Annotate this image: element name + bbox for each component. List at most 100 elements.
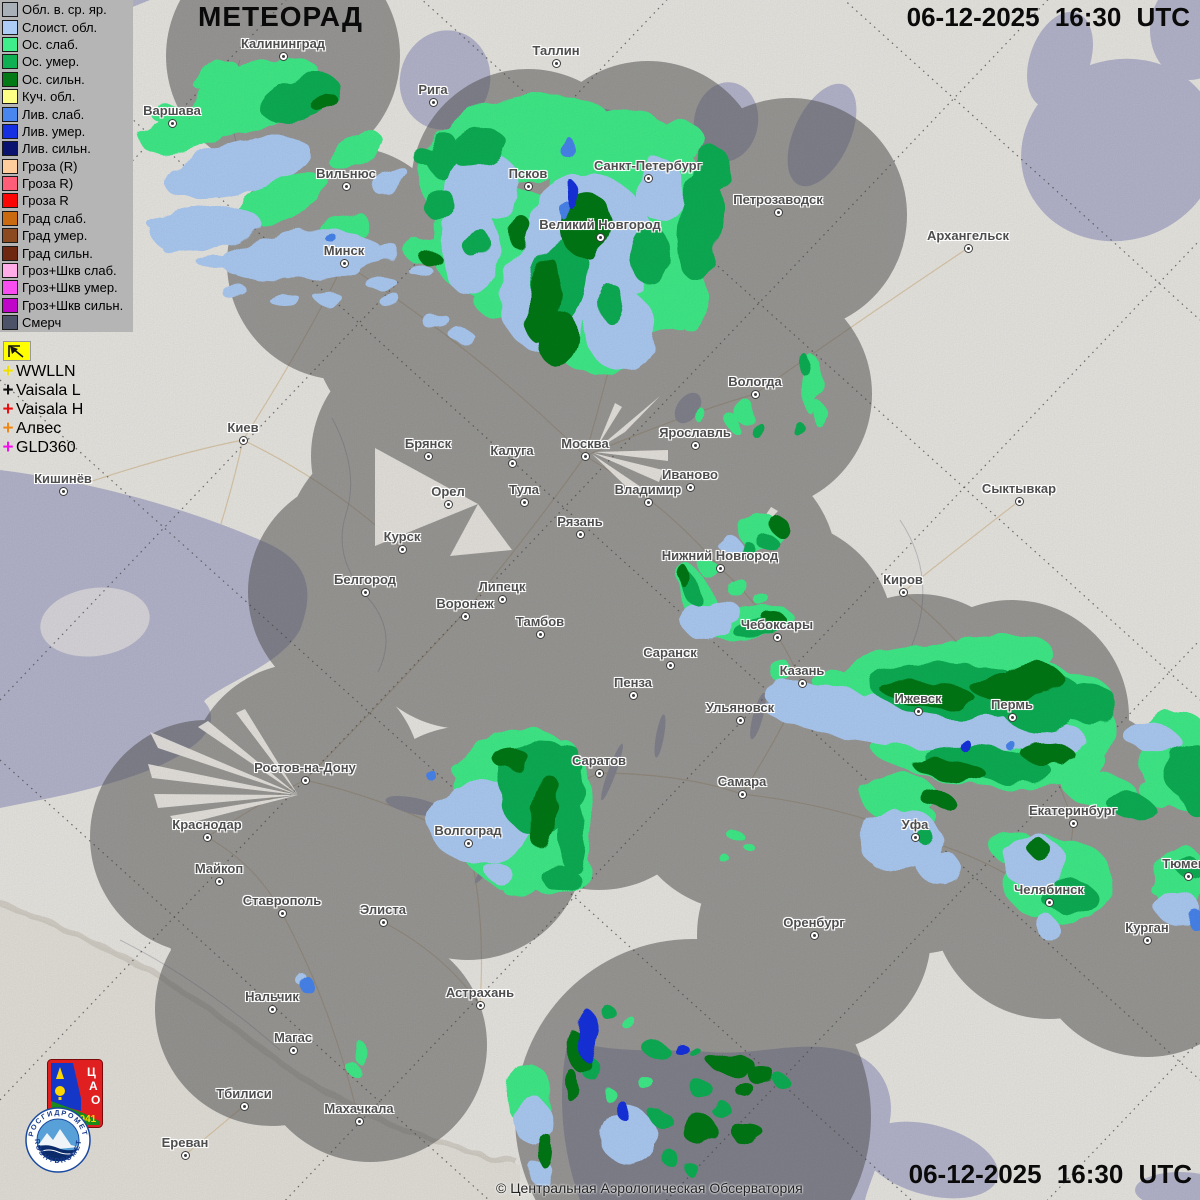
legend-swatch — [2, 210, 18, 226]
city-dot-icon — [665, 660, 675, 670]
legend-item: Град умер. — [0, 227, 133, 244]
legend-label: Ос. умер. — [22, 54, 80, 70]
city-label: Москва — [561, 436, 609, 451]
city-dot-icon — [551, 58, 561, 68]
legend-swatch — [2, 106, 18, 122]
legend-label: Гроз+Шкв слаб. — [22, 263, 117, 279]
legend-label: Гроза R — [22, 193, 69, 209]
city-label: Курск — [383, 529, 421, 544]
city-dot-icon — [715, 563, 725, 573]
city-label: Махачкала — [324, 1101, 394, 1116]
legend-label: Град умер. — [22, 228, 88, 244]
city-label: Тамбов — [515, 614, 565, 629]
city-dot-icon — [267, 1004, 277, 1014]
legend-item: Смерч — [0, 314, 133, 331]
city-dot-icon — [535, 629, 545, 639]
city-label: Рязань — [557, 514, 603, 529]
svg-text:1941: 1941 — [74, 1114, 97, 1125]
city-dot-icon — [595, 232, 605, 242]
legend-label: Гроза R) — [22, 176, 74, 192]
legend-swatch — [2, 176, 18, 192]
legend-label: Лив. слаб. — [22, 106, 85, 122]
city-dot-icon — [354, 1116, 364, 1126]
city-label: Ставрополь — [242, 893, 322, 908]
legend-item: Гроз+Шкв умер. — [0, 279, 133, 296]
city-dot-icon — [580, 451, 590, 461]
city-dot-icon — [202, 832, 212, 842]
city-label: Калининград — [240, 36, 326, 51]
attribution: © Центральная Аэрологическая Обсерватори… — [496, 1180, 803, 1196]
city-dot-icon — [772, 632, 782, 642]
city-dot-icon — [1068, 818, 1078, 828]
city-dot-icon — [288, 1045, 298, 1055]
legend-label: Град слаб. — [22, 210, 87, 226]
city-dot-icon — [58, 486, 68, 496]
city-dot-icon — [300, 775, 310, 785]
legend-swatch — [2, 158, 18, 174]
city-dot-icon — [397, 544, 407, 554]
city-label: Киров — [883, 572, 923, 587]
legend-swatch — [2, 36, 18, 52]
lightning-cross-icon: + — [2, 436, 14, 458]
city-label: Киев — [227, 420, 259, 435]
legend-item: Обл. в. ср. яр. — [0, 1, 133, 18]
svg-text:Ц: Ц — [87, 1065, 96, 1079]
city-label: Брянск — [404, 436, 452, 451]
city-label: Калуга — [490, 443, 534, 458]
city-dot-icon — [1183, 871, 1193, 881]
city-dot-icon — [797, 678, 807, 688]
city-label: Нижний Новгород — [661, 548, 779, 563]
lightning-cross-icon: + — [2, 398, 14, 420]
legend-label: Лив. сильн. — [22, 141, 91, 157]
city-label: Астрахань — [445, 985, 515, 1000]
city-dot-icon — [594, 768, 604, 778]
city-dot-icon — [423, 451, 433, 461]
city-label: Ижевск — [894, 691, 942, 706]
city-dot-icon — [428, 97, 438, 107]
city-dot-icon — [475, 1000, 485, 1010]
city-label: Тула — [509, 482, 539, 497]
city-label: Ульяновск — [705, 700, 775, 715]
city-label: Вильнюс — [316, 166, 376, 181]
legend-item: Куч. обл. — [0, 88, 133, 105]
city-label: Саратов — [571, 753, 627, 768]
lightning-cross-icon: + — [2, 360, 14, 382]
timestamp-top: 06-12-2025 16:30 UTC — [906, 2, 1190, 32]
city-dot-icon — [214, 876, 224, 886]
city-label: Липецк — [478, 579, 526, 594]
legend-item: Гроз+Шкв слаб. — [0, 262, 133, 279]
city-label: Псков — [508, 166, 548, 181]
city-label: Ярославль — [659, 425, 731, 440]
legend-swatch — [2, 245, 18, 261]
legend-item: Гроза R) — [0, 175, 133, 192]
svg-text:А: А — [89, 1079, 98, 1093]
city-label: Элиста — [359, 902, 407, 917]
city-label: Челябинск — [1014, 882, 1084, 897]
lightning-source-label: GLD360 — [16, 438, 76, 456]
city-label: Воронеж — [436, 596, 494, 611]
svg-text:О: О — [91, 1093, 100, 1107]
city-label: Нальчик — [245, 989, 299, 1004]
roshydromet-logo: РОСГИДРОМЕТ ROSHYDROMET — [25, 1107, 91, 1178]
city-label: Варшава — [143, 103, 201, 118]
city-label: Орел — [431, 484, 465, 499]
city-dot-icon — [277, 908, 287, 918]
lightning-source-label: WWLLN — [16, 362, 76, 380]
legend-item: Лив. умер. — [0, 123, 133, 140]
legend-item: Гроз+Шкв сильн. — [0, 297, 133, 314]
city-label: Тюмень — [1162, 856, 1200, 871]
lightning-source-item: + Алвес — [0, 419, 83, 438]
city-label: Рига — [418, 82, 448, 97]
legend-item: Лив. слаб. — [0, 105, 133, 122]
lightning-source-label: Vaisala L — [16, 381, 81, 399]
city-label: Краснодар — [172, 817, 242, 832]
precip-legend: Обл. в. ср. яр. Слоист. обл. Ос. слаб. Ос. … — [0, 0, 133, 333]
lightning-source-item: + Vaisala L — [0, 381, 83, 400]
city-dot-icon — [339, 258, 349, 268]
city-label: Таллин — [532, 43, 580, 58]
lightning-source-label: Алвес — [16, 419, 62, 437]
legend-swatch — [2, 89, 18, 105]
city-dot-icon — [735, 715, 745, 725]
